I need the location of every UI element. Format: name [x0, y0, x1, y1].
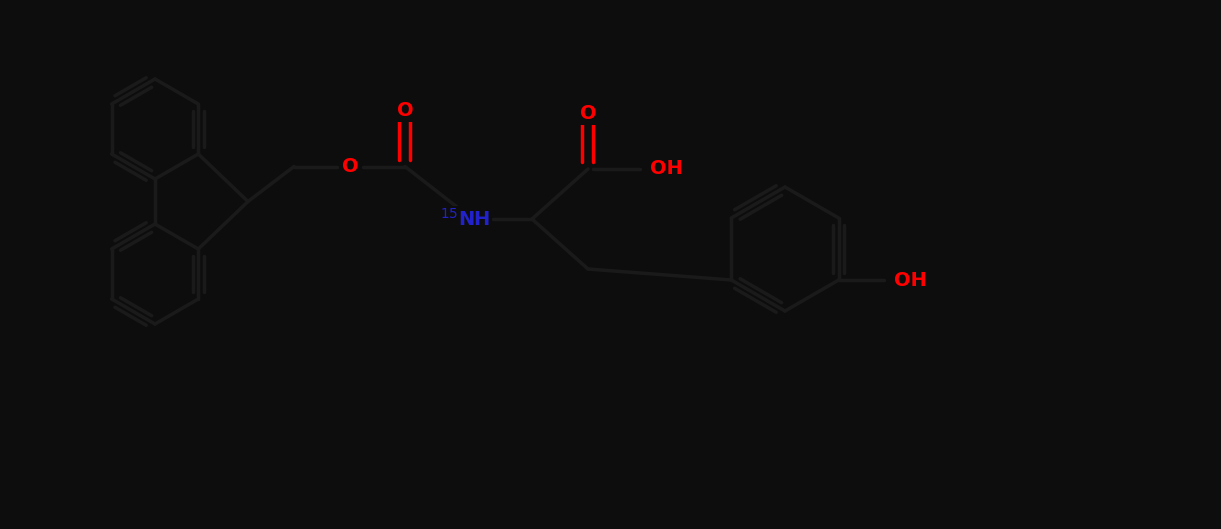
Text: O: O [397, 102, 414, 121]
Text: OH: OH [894, 270, 927, 289]
Text: $^{15}$NH: $^{15}$NH [440, 208, 490, 230]
Text: OH: OH [650, 160, 683, 178]
Text: O: O [580, 105, 596, 123]
Text: O: O [342, 157, 358, 176]
